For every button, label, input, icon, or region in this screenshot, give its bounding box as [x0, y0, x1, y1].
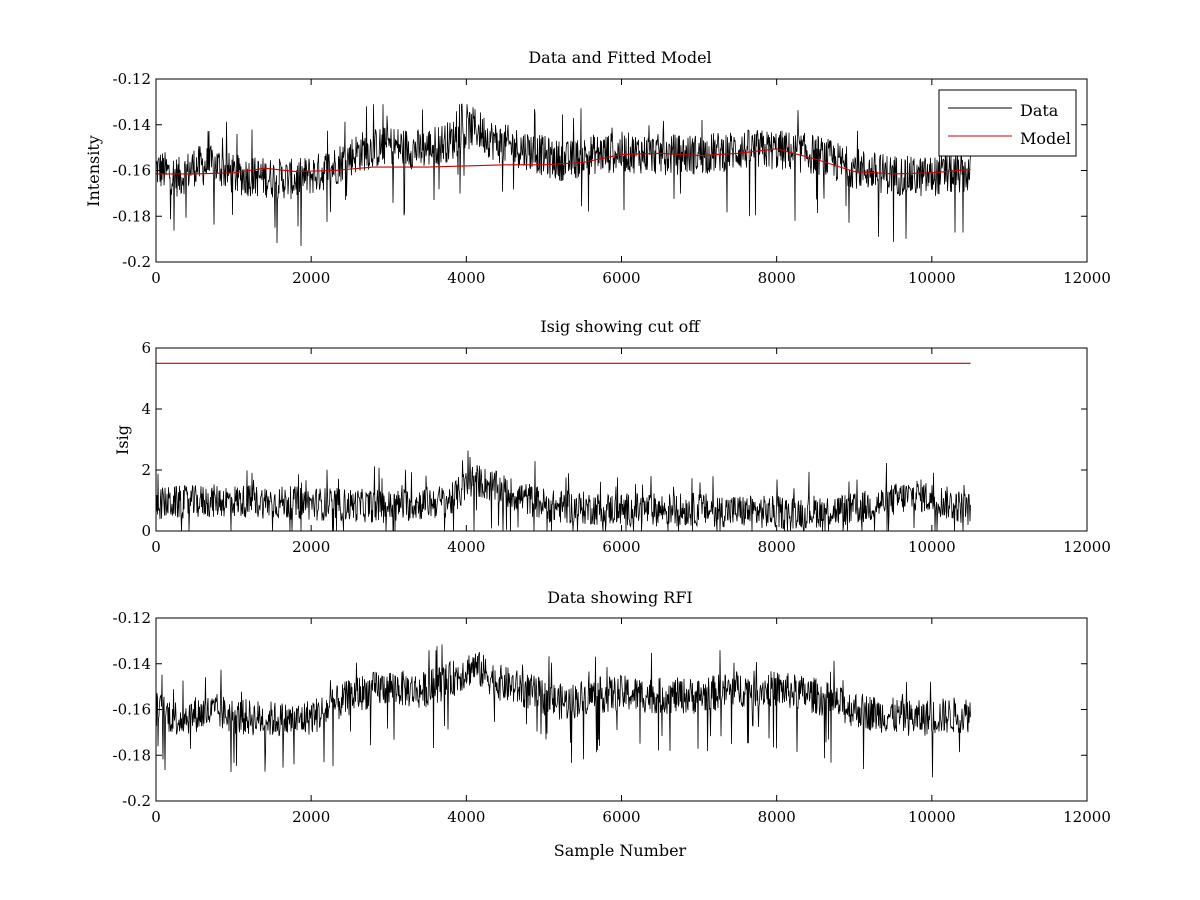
x-tick-label: 8000	[758, 808, 796, 826]
series-layer	[155, 103, 971, 247]
x-tick-label: 10000	[908, 808, 956, 826]
tick-layer: 0 2000 4000 6000 8000 10000 12000 0 2 4 6	[141, 339, 1110, 556]
x-tick-label: 6000	[602, 269, 640, 287]
axes-frame	[155, 78, 1088, 263]
panel-isig-showing-cut-off: Isig showing cut off Isig 0 2000 4000 6000 8…	[113, 317, 1111, 556]
y-tick-label: -0.2	[122, 792, 151, 810]
x-tick-label: 0	[151, 538, 161, 556]
y-tick-label: -0.18	[113, 746, 151, 764]
x-tick-label: 8000	[758, 538, 796, 556]
panel-title: Data and Fitted Model	[528, 48, 711, 67]
y-tick-label: -0.2	[122, 253, 151, 271]
x-tick-label: 0	[151, 808, 161, 826]
panel-data-showing-rfi: Data showing RFI Sample Number 0 2000 4000…	[113, 588, 1111, 860]
legend-label-data: Data	[1020, 101, 1059, 120]
x-tick-label: 2000	[292, 808, 330, 826]
panel-title: Data showing RFI	[547, 588, 692, 607]
x-tick-label: 6000	[602, 538, 640, 556]
y-tick-label: 4	[141, 400, 151, 418]
x-axis-label: Sample Number	[554, 841, 687, 860]
tick-layer: 0 2000 4000 6000 8000 10000 12000 -0.2 -0.18 -0.1…	[113, 609, 1111, 826]
data-series-line	[155, 103, 971, 247]
panel-title: Isig showing cut off	[540, 317, 701, 336]
x-tick-label: 10000	[908, 269, 956, 287]
series-layer	[155, 644, 971, 778]
isig-series-line	[155, 450, 971, 532]
y-axis-label: Intensity	[84, 135, 103, 207]
y-tick-label: -0.14	[113, 116, 151, 134]
series-layer	[155, 362, 971, 532]
y-tick-label: 0	[141, 522, 151, 540]
x-tick-label: 12000	[1063, 269, 1111, 287]
x-tick-label: 0	[151, 269, 161, 287]
y-tick-label: -0.16	[113, 162, 151, 180]
y-tick-label: -0.18	[113, 207, 151, 225]
y-tick-label: 2	[141, 461, 151, 479]
x-tick-label: 10000	[908, 538, 956, 556]
x-tick-label: 2000	[292, 538, 330, 556]
legend-box	[938, 89, 1077, 157]
x-tick-label: 12000	[1063, 808, 1111, 826]
tick-layer: 0 2000 4000 6000 8000 10000 12000 -0.2 -0.18 -0.1…	[113, 70, 1111, 287]
x-tick-label: 2000	[292, 269, 330, 287]
y-axis-label: Isig	[113, 425, 132, 455]
x-tick-label: 4000	[447, 269, 485, 287]
y-tick-label: 6	[141, 339, 151, 357]
x-tick-label: 8000	[758, 269, 796, 287]
axes-frame	[155, 347, 1088, 532]
axes-frame	[155, 617, 1088, 802]
x-tick-label: 4000	[447, 538, 485, 556]
y-tick-label: -0.12	[113, 609, 151, 627]
y-tick-label: -0.12	[113, 70, 151, 88]
x-tick-label: 6000	[602, 808, 640, 826]
model-series-line	[156, 148, 971, 175]
y-tick-label: -0.14	[113, 655, 151, 673]
legend-label-model: Model	[1020, 129, 1071, 148]
legend: Data Model	[938, 89, 1077, 157]
panel-data-and-fitted-model: Data and Fitted Model Intensity 0 2000 400…	[84, 48, 1111, 287]
y-tick-label: -0.16	[113, 701, 151, 719]
isig-series-line	[155, 644, 971, 778]
x-tick-label: 12000	[1063, 538, 1111, 556]
x-tick-label: 4000	[447, 808, 485, 826]
